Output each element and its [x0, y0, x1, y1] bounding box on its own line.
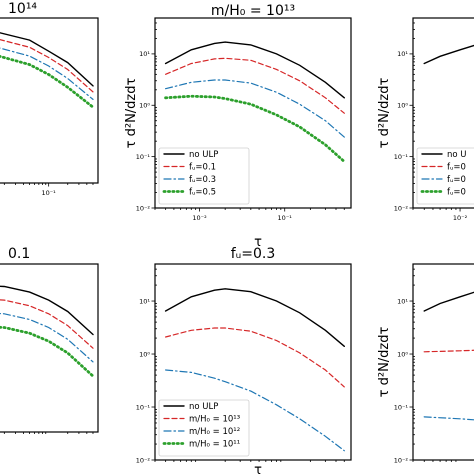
- series-group: [423, 291, 474, 421]
- y-axis-label: τ d²N/dzdτ: [377, 326, 392, 397]
- legend-entry: no ULP: [189, 150, 218, 160]
- y-tick-label: 10⁻¹: [136, 403, 151, 411]
- legend-entry: fᵤ=0.3: [189, 175, 216, 185]
- y-tick-label: 10¹: [397, 297, 408, 305]
- y-tick-label: 10⁰: [397, 350, 408, 358]
- y-tick-label: 10⁻²: [394, 204, 409, 212]
- series-line: [0, 299, 94, 349]
- x-axis-label: τ: [254, 235, 262, 250]
- y-tick-label: 10¹: [139, 50, 150, 58]
- legend-entry: fᵤ=0: [447, 175, 466, 185]
- legend-entry: m/H₀ = 10¹¹: [189, 440, 240, 450]
- x-tick-label: 10⁻¹: [41, 189, 56, 197]
- x-tick-label: 10⁻²: [453, 214, 468, 222]
- y-tick-label: 10⁻²: [136, 456, 151, 464]
- panel-bottom-left: 0.1: [0, 246, 99, 434]
- legend-box: [158, 147, 250, 205]
- series-line: [165, 327, 345, 388]
- series-group: [164, 41, 346, 163]
- axes-frame: [412, 263, 474, 461]
- series-line: [423, 291, 474, 312]
- series-line: [0, 47, 94, 100]
- series-line: [423, 44, 474, 65]
- series-line: [164, 94, 346, 163]
- series-line: [0, 32, 94, 87]
- legend-entry: fᵤ=0.1: [189, 163, 216, 173]
- series-line: [165, 79, 345, 138]
- legend: no ULP m/H₀ = 10¹³ m/H₀ = 10¹² m/H₀ = 10¹¹: [158, 399, 250, 457]
- series-line: [165, 57, 345, 114]
- series-line: [0, 39, 94, 93]
- panel-bottom-right: 10⁻² 10⁻¹ 10⁰ 10¹ τ d²N/dzdτ: [377, 263, 474, 464]
- panel-top-left: 10⁻¹ 10¹⁴: [0, 1, 99, 197]
- series-line: [164, 41, 345, 99]
- legend-entry: no ULP: [189, 402, 218, 412]
- y-tick-label: 10¹: [139, 297, 150, 305]
- y-tick-label: 10⁰: [139, 102, 150, 110]
- y-tick-label: 10⁻²: [394, 456, 409, 464]
- legend-entry: fᵤ=0: [447, 188, 466, 198]
- y-tick-label: 10⁻¹: [394, 153, 409, 161]
- legend-box: [158, 399, 250, 457]
- y-tick-label: 10⁻¹: [394, 403, 409, 411]
- panel-bottom-middle: 10⁻² 10⁻¹ 10⁰ 10¹ fᵤ=0.3 τ no ULP m/H₀ = 10¹³ m/…: [136, 246, 352, 474]
- legend-box: [416, 147, 474, 205]
- panel-title: fᵤ=0.3: [231, 246, 276, 262]
- series-line: [0, 325, 95, 378]
- legend-entry: fᵤ=0: [447, 163, 466, 173]
- y-tick-label: 10⁰: [139, 350, 150, 358]
- x-tick-label: 10⁻²: [192, 214, 207, 222]
- series-group: [0, 285, 95, 378]
- series-line: [165, 369, 345, 452]
- legend-entry: fᵤ=0.5: [189, 188, 216, 198]
- y-axis-label: τ d²N/dzdτ: [377, 77, 392, 148]
- y-tick-label: 10⁻¹: [136, 153, 151, 161]
- x-axis-label: τ: [254, 463, 262, 474]
- series-line: [0, 285, 94, 336]
- x-tick-label: 10⁻¹: [278, 214, 293, 222]
- panel-top-middle: 10⁻² 10⁻¹ 10⁰ 10¹ 10⁻² 10⁻¹ m/H₀ = 10¹³ τ τ d²N/…: [124, 3, 352, 250]
- legend-entry: no U: [447, 150, 467, 160]
- legend-entry: m/H₀ = 10¹²: [189, 427, 240, 437]
- series-line: [0, 312, 94, 363]
- legend: no U fᵤ=0 fᵤ=0 fᵤ=0: [416, 147, 474, 205]
- axes-frame: [0, 17, 99, 184]
- y-tick-label: 10⁻²: [136, 204, 151, 212]
- series-group: [423, 44, 474, 65]
- panel-title: m/H₀ = 10¹³: [211, 3, 295, 19]
- legend: no ULP fᵤ=0.1 fᵤ=0.3 fᵤ=0.5: [158, 147, 250, 205]
- series-line: [0, 54, 95, 109]
- series-group: [164, 288, 345, 452]
- series-line: [423, 416, 474, 421]
- y-tick-label: 10¹: [397, 50, 408, 58]
- series-line: [423, 349, 474, 353]
- series-group: [0, 32, 95, 109]
- axes-frame: [0, 263, 99, 433]
- panel-title: 0.1: [8, 246, 30, 262]
- series-line: [164, 288, 345, 347]
- legend-entry: m/H₀ = 10¹³: [189, 415, 240, 425]
- y-axis-label: τ d²N/dzdτ: [124, 77, 139, 148]
- panel-title: 10¹⁴: [8, 1, 37, 17]
- panel-top-right: 10⁻² 10⁻¹ 10⁰ 10¹ 10⁻² τ d²N/dzdτ no U fᵤ=0 fᵤ=0…: [377, 17, 474, 222]
- y-tick-label: 10⁰: [397, 102, 408, 110]
